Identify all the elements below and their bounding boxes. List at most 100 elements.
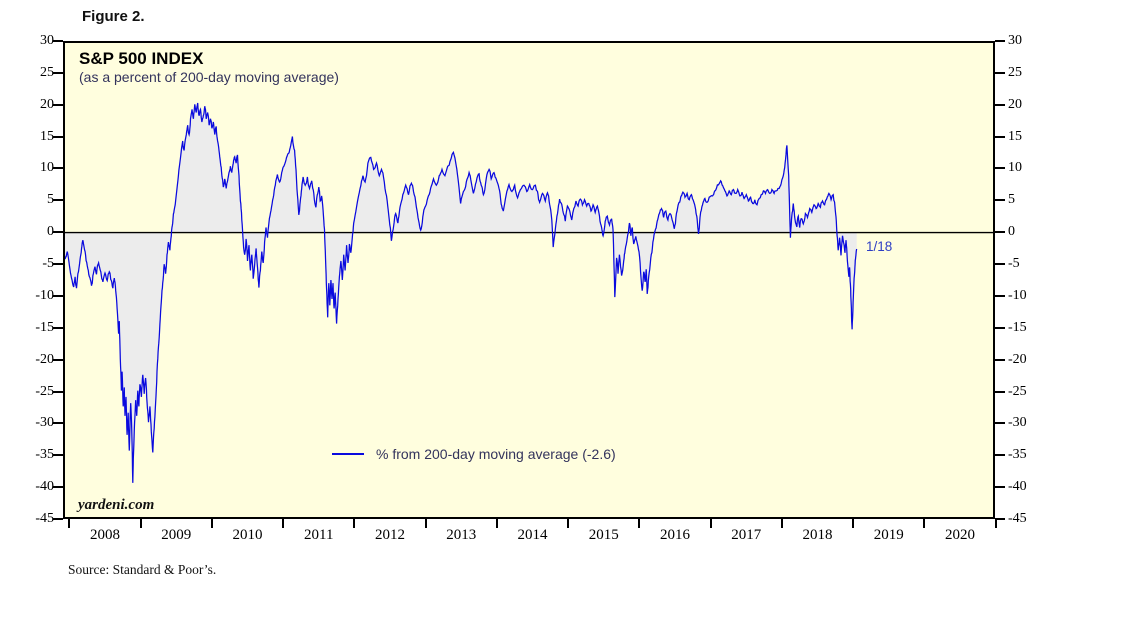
x-axis-year-label: 2020 (945, 527, 976, 543)
x-axis-year-label: 2012 (375, 527, 406, 543)
y-axis-tick-right (995, 103, 1005, 106)
x-axis-tick (353, 519, 356, 528)
watermark-link[interactable]: yardeni.com (78, 497, 155, 513)
y-axis-tick-left (53, 135, 63, 138)
y-axis-tick-right (995, 422, 1005, 425)
x-axis-year-label: 2019 (873, 527, 904, 543)
y-axis-tick-left (53, 390, 63, 393)
x-axis-year-label: 2011 (304, 527, 334, 543)
y-axis-label-right: -40 (1008, 479, 1027, 495)
y-axis-tick-left (53, 326, 63, 329)
y-axis-label-left: -45 (35, 511, 54, 526)
x-axis-tick (210, 519, 213, 528)
plot-canvas (65, 102, 993, 483)
y-axis-tick-right (995, 231, 1005, 234)
x-axis-tick (923, 519, 926, 528)
y-axis-tick-right (995, 518, 1005, 520)
chart-subtitle: (as a percent of 200-day moving average) (79, 69, 339, 86)
y-axis-label-right: -20 (1008, 351, 1027, 367)
y-axis-tick-right (995, 71, 1005, 74)
y-axis-label-right: 30 (1008, 33, 1022, 48)
y-axis-label-right: -10 (1008, 287, 1027, 303)
y-axis-label-right: 15 (1008, 128, 1022, 144)
x-axis-tick (709, 519, 712, 528)
x-axis-year-label: 2010 (232, 527, 263, 543)
y-axis-label-left: 20 (40, 96, 54, 112)
y-axis-tick-left (53, 358, 63, 361)
y-axis-label-right: 20 (1008, 96, 1022, 112)
x-axis-tick (68, 519, 71, 528)
y-axis-label-left: 30 (40, 33, 54, 48)
y-axis-label-left: 25 (40, 64, 54, 80)
x-axis-tick (780, 519, 783, 528)
y-axis-tick-right (995, 40, 1005, 42)
y-axis-tick-right (995, 486, 1005, 489)
figure-title: Figure 2. (82, 8, 145, 25)
y-axis-label-left: -10 (35, 287, 54, 303)
x-axis-tick (282, 519, 285, 528)
y-axis-label-right: -15 (1008, 319, 1027, 335)
x-axis-tick (567, 519, 570, 528)
y-axis-label-left: 0 (47, 224, 54, 240)
y-axis-label-left: -25 (35, 383, 54, 399)
y-axis-tick-right (995, 358, 1005, 361)
x-axis-tick (495, 519, 498, 528)
x-axis-tick (638, 519, 641, 528)
y-axis-label-right: -35 (1008, 447, 1027, 463)
y-axis-tick-right (995, 135, 1005, 138)
series-line (65, 102, 858, 483)
y-axis-label-right: 0 (1008, 224, 1015, 240)
x-axis-year-label: 2008 (90, 527, 121, 543)
y-axis-label-left: -30 (35, 415, 54, 431)
y-axis-tick-left (53, 199, 63, 202)
x-axis-tick (852, 519, 855, 528)
y-axis-tick-right (995, 326, 1005, 329)
y-axis-tick-right (995, 390, 1005, 393)
x-axis-year-label: 2015 (588, 527, 619, 543)
y-axis-label-right: -25 (1008, 383, 1027, 399)
x-axis-tick (139, 519, 142, 528)
x-axis-year-label: 2018 (802, 527, 833, 543)
y-axis-tick-left (53, 454, 63, 457)
y-axis-label-left: 5 (47, 192, 54, 208)
legend-line-swatch (332, 453, 364, 455)
last-date-annotation: 1/18 (866, 239, 893, 254)
y-axis-label-right: 10 (1008, 160, 1022, 176)
y-axis-tick-left (53, 263, 63, 266)
x-axis-year-label: 2014 (517, 527, 548, 543)
y-axis-tick-left (53, 422, 63, 425)
x-axis-tick (994, 519, 997, 528)
y-axis-tick-left (53, 71, 63, 74)
y-axis-label-left: -35 (35, 447, 54, 463)
x-axis-year-label: 2016 (660, 527, 691, 543)
y-axis-label-right: 5 (1008, 192, 1015, 208)
y-axis-tick-right (995, 454, 1005, 457)
y-axis-label-right: -45 (1008, 511, 1027, 526)
y-axis-label-left: -40 (35, 479, 54, 495)
y-axis-tick-right (995, 199, 1005, 202)
y-axis-label-right: -5 (1008, 256, 1020, 272)
source-note: Source: Standard & Poor’s. (68, 562, 217, 577)
y-axis-label-right: -30 (1008, 415, 1027, 431)
y-axis-tick-left (53, 40, 63, 42)
chart-frame: S&P 500 INDEX (as a percent of 200-day m… (63, 41, 995, 519)
x-axis-tick (424, 519, 427, 528)
area-fill (65, 103, 857, 483)
y-axis-tick-right (995, 263, 1005, 266)
x-axis-year-label: 2013 (446, 527, 477, 543)
x-axis-year-label: 2009 (161, 527, 192, 543)
y-axis-label-left: -15 (35, 319, 54, 335)
x-axis-year-label: 2017 (731, 527, 762, 543)
y-axis-label-left: -5 (42, 256, 54, 272)
y-axis-label-left: 10 (40, 160, 54, 176)
chart-title: S&P 500 INDEX (79, 49, 204, 68)
y-axis-tick-left (53, 294, 63, 297)
y-axis-tick-left (53, 231, 63, 234)
y-axis-tick-left (53, 103, 63, 106)
legend-label: % from 200-day moving average (-2.6) (376, 446, 616, 462)
y-axis-tick-right (995, 167, 1005, 170)
y-axis-label-right: 25 (1008, 64, 1022, 80)
chart-title-block: S&P 500 INDEX (as a percent of 200-day m… (79, 48, 339, 87)
y-axis-tick-right (995, 294, 1005, 297)
